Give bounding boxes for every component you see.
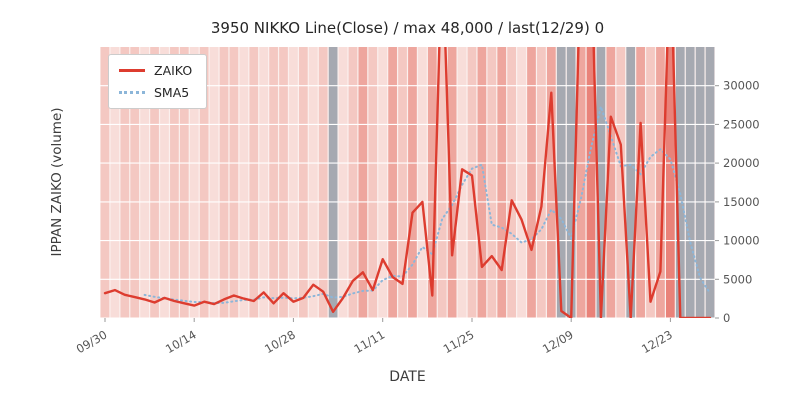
- day-band: [338, 47, 348, 318]
- day-band: [229, 47, 239, 318]
- day-band: [685, 47, 695, 318]
- day-band: [150, 47, 159, 318]
- day-band: [695, 47, 705, 318]
- day-band: [100, 47, 110, 318]
- day-band: [318, 47, 328, 318]
- day-band: [427, 47, 437, 318]
- day-band: [537, 47, 546, 318]
- zaiko-line: [103, 47, 712, 318]
- day-band: [457, 47, 467, 318]
- day-band: [437, 47, 447, 318]
- day-band: [308, 47, 318, 318]
- legend-item-sma5: SMA5: [119, 85, 192, 100]
- day-band: [189, 47, 199, 318]
- legend-label-sma5: SMA5: [154, 85, 190, 100]
- day-band: [546, 47, 556, 318]
- day-band: [170, 47, 179, 318]
- day-band: [120, 47, 130, 318]
- y-tick-label: 0: [723, 311, 730, 325]
- day-band: [636, 47, 645, 318]
- legend-item-zaiko: ZAIKO: [119, 63, 192, 78]
- day-band: [289, 47, 298, 318]
- day-band: [576, 47, 586, 318]
- day-band: [269, 47, 278, 318]
- day-band: [646, 47, 655, 318]
- day-band: [378, 47, 388, 318]
- day-band: [616, 47, 626, 318]
- day-band: [477, 47, 487, 318]
- x-tick-label: 10/14: [163, 327, 199, 356]
- day-band: [249, 47, 259, 318]
- day-band: [219, 47, 229, 318]
- day-band: [596, 47, 606, 318]
- day-band: [239, 47, 249, 318]
- x-tick-label: 12/23: [639, 327, 675, 356]
- day-band: [527, 47, 536, 318]
- day-band: [368, 47, 378, 318]
- y-tick-label: 5000: [723, 272, 752, 286]
- day-band: [358, 47, 368, 318]
- y-tick-label: 25000: [723, 117, 760, 131]
- day-band: [398, 47, 407, 318]
- x-tick-label: 11/11: [351, 327, 387, 356]
- y-tick-label: 15000: [723, 195, 760, 209]
- day-band: [507, 47, 517, 318]
- legend-label-zaiko: ZAIKO: [154, 63, 193, 78]
- day-band: [556, 47, 566, 318]
- day-band: [705, 47, 715, 318]
- day-band: [666, 47, 675, 318]
- zaiko-line-sample-icon: [119, 69, 145, 72]
- sma5-line-sample-icon: [119, 91, 145, 94]
- day-band: [298, 47, 308, 318]
- y-tick-label: 30000: [723, 79, 760, 93]
- day-band: [199, 47, 209, 318]
- day-band: [487, 47, 497, 318]
- day-band: [130, 47, 140, 318]
- day-band: [259, 47, 269, 318]
- x-tick-label: 10/28: [262, 327, 298, 356]
- day-band: [675, 47, 685, 318]
- day-band: [447, 47, 457, 318]
- chart-title: 3950 NIKKO Line(Close) / max 48,000 / la…: [210, 19, 605, 37]
- day-band: [328, 47, 338, 318]
- y-axis-label: IPPAN ZAIKO (volume): [49, 107, 65, 257]
- day-band: [606, 47, 616, 318]
- day-band: [179, 47, 189, 318]
- day-band: [209, 47, 219, 318]
- day-band: [140, 47, 149, 318]
- day-band: [626, 47, 636, 318]
- day-band: [586, 47, 596, 318]
- x-tick-label: 09/30: [74, 327, 110, 356]
- day-band: [279, 47, 288, 318]
- x-tick-label: 11/25: [441, 327, 477, 356]
- day-band: [348, 47, 358, 318]
- day-band: [110, 47, 120, 318]
- y-tick-label: 20000: [723, 156, 760, 170]
- x-tick-label: 12/09: [540, 327, 576, 356]
- day-band: [497, 47, 507, 318]
- day-band: [656, 47, 665, 318]
- day-band: [517, 47, 526, 318]
- y-tick-label: 10000: [723, 234, 760, 248]
- day-band: [388, 47, 397, 318]
- day-band: [160, 47, 169, 318]
- day-band: [566, 47, 576, 318]
- x-axis-label: DATE: [389, 369, 426, 385]
- legend: ZAIKO SMA5: [108, 54, 208, 109]
- day-band: [408, 47, 417, 318]
- day-band: [418, 47, 427, 318]
